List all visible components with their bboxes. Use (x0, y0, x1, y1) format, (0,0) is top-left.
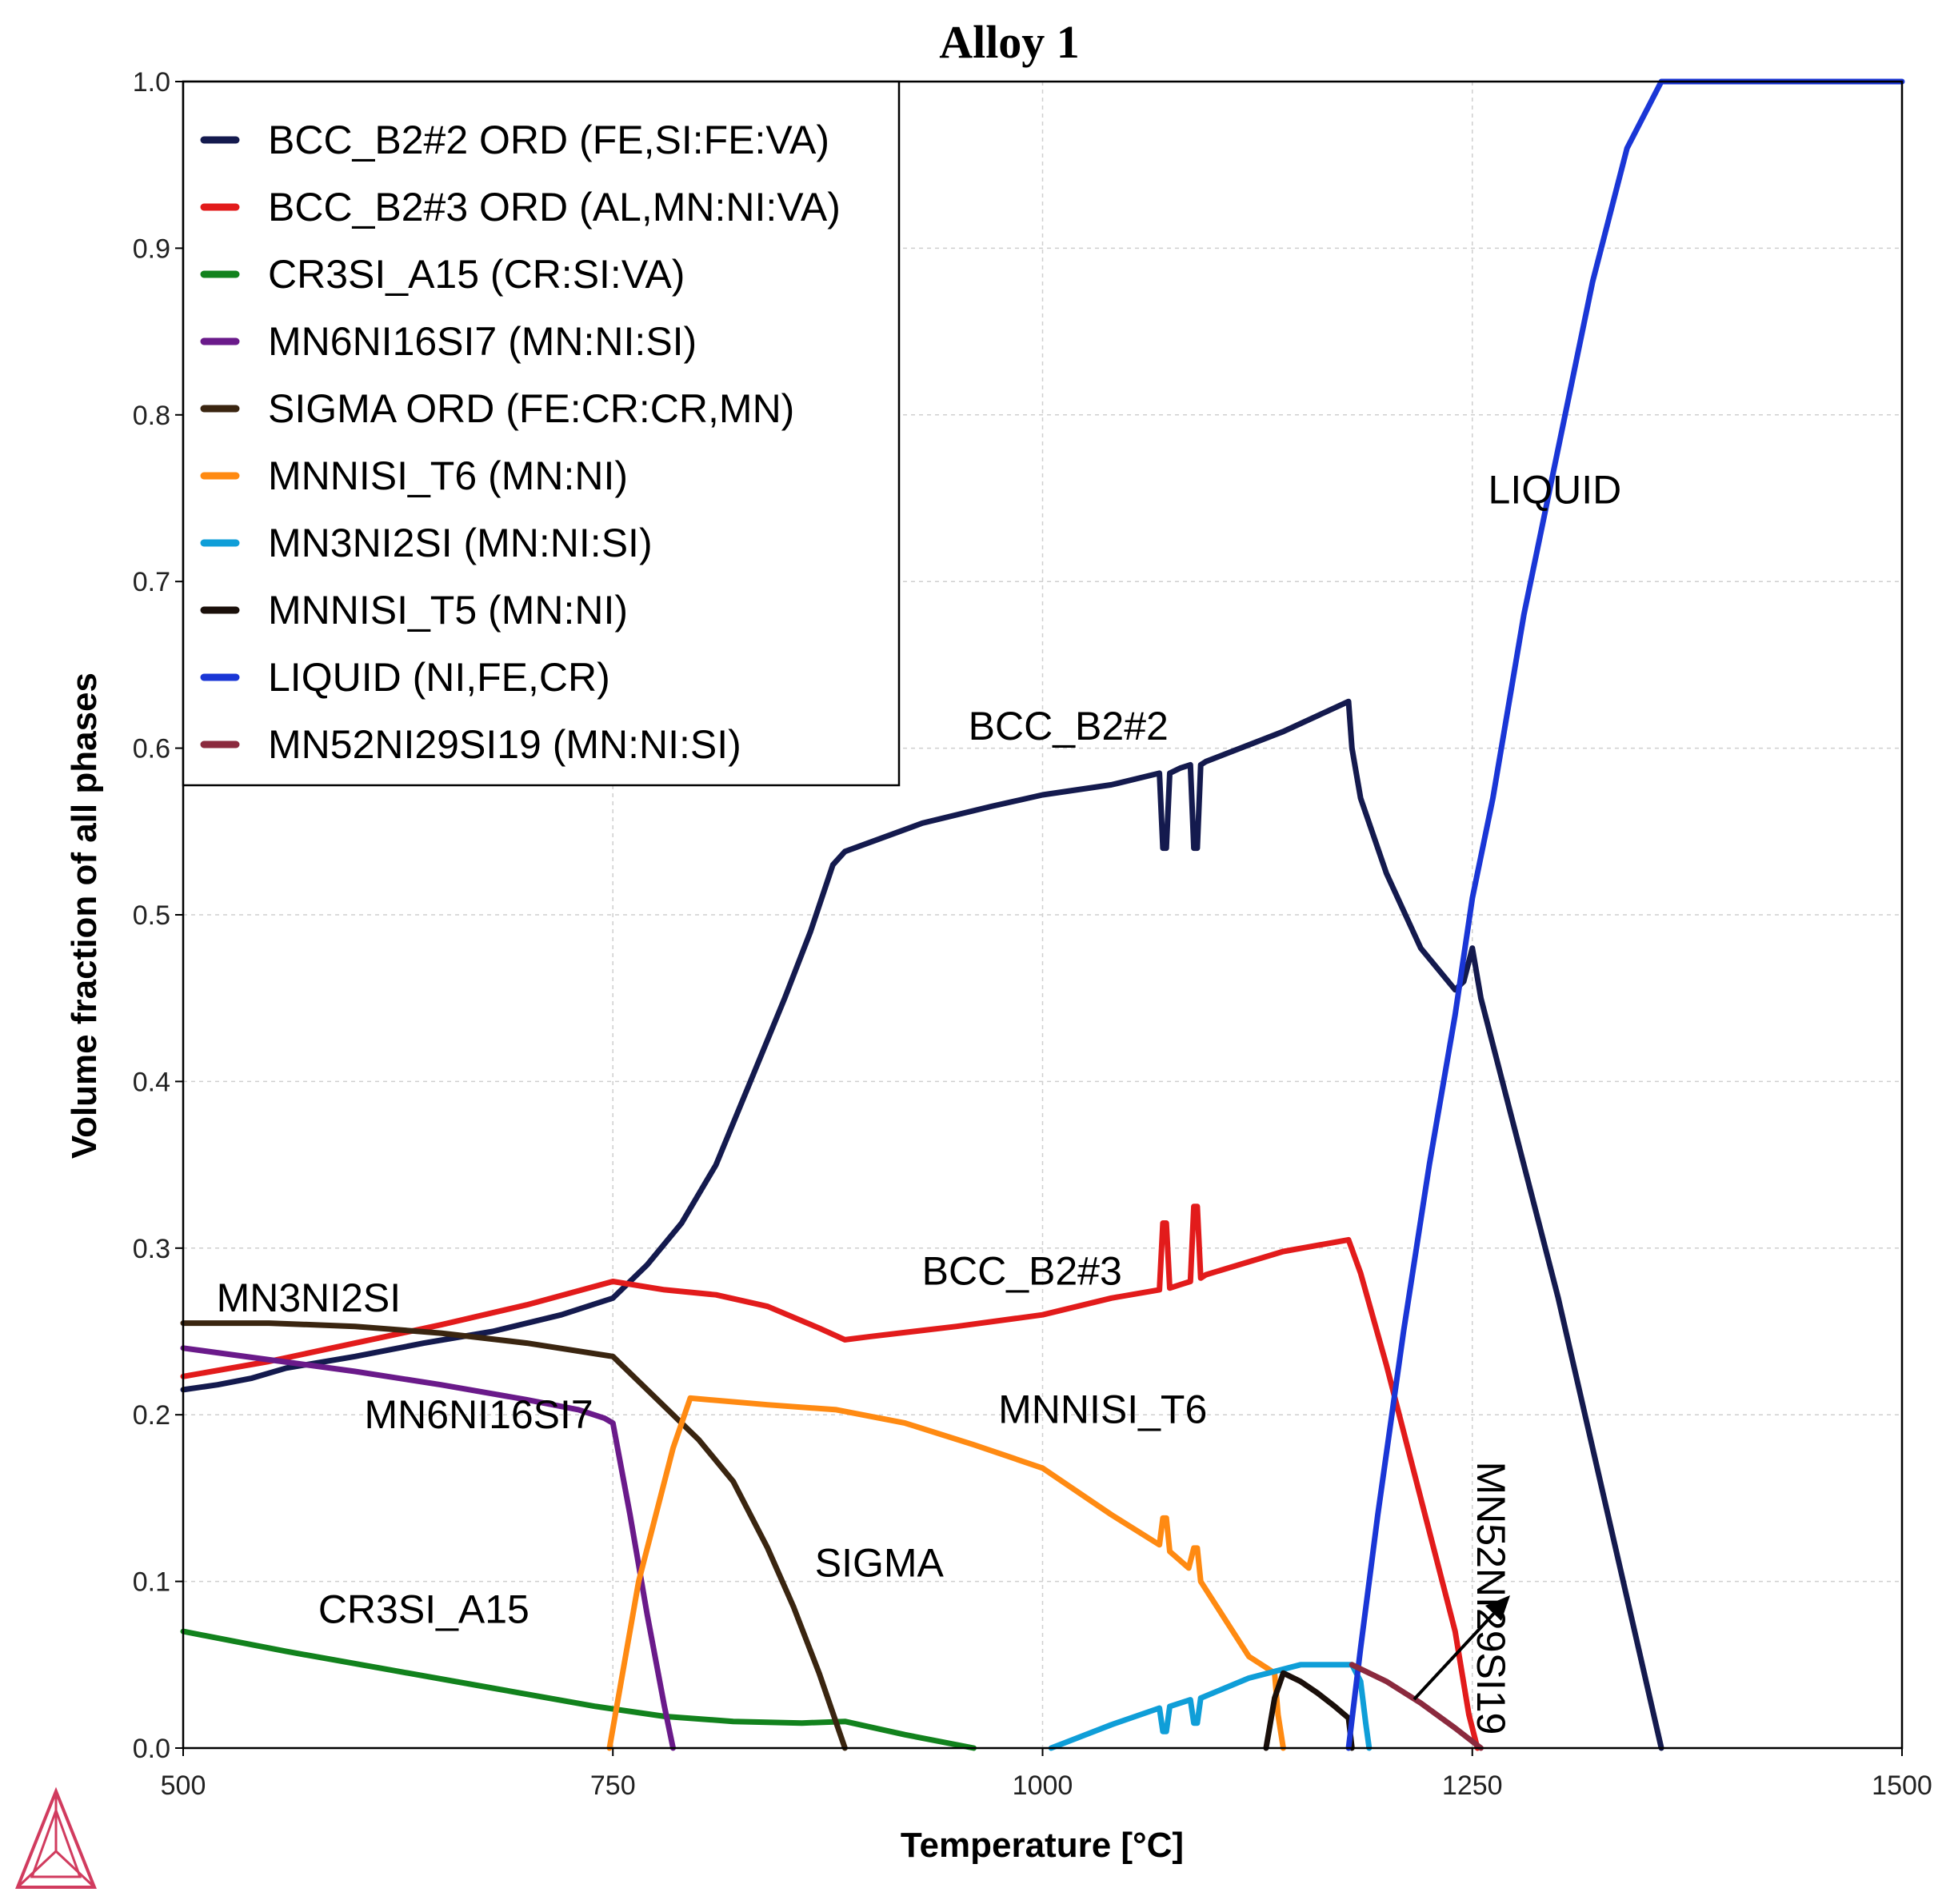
annotation-arrow (1413, 1607, 1500, 1701)
x-tick-label: 1500 (1872, 1770, 1932, 1801)
series-line (606, 1395, 1286, 1751)
annotation-arrowhead (1485, 1595, 1510, 1621)
series-line (180, 1345, 676, 1751)
legend-entry: LIQUID (NI,FE,CR) (268, 655, 610, 700)
series-line (180, 1203, 1480, 1751)
y-axis: 0.0 0.1 0.2 0.3 0.4 0.5 0.6 0.7 0.8 0.9 1.0 (133, 67, 183, 1764)
legend-entry: SIGMA ORD (FE:CR:CR,MN) (268, 386, 794, 431)
annotation-label: LIQUID (1488, 467, 1622, 512)
series-line (180, 1628, 977, 1751)
y-tick-label: 0.4 (133, 1067, 170, 1097)
series-line (1263, 1670, 1355, 1751)
x-tick-label: 750 (590, 1770, 636, 1801)
y-tick-label: 0.0 (133, 1734, 170, 1764)
legend-entry: CR3SI_A15 (CR:SI:VA) (268, 252, 685, 297)
annotation-label: MN6NI16SI7 (365, 1392, 593, 1437)
legend-entry: MNNISI_T6 (MN:NI) (268, 453, 628, 498)
series-layer (180, 78, 1905, 1751)
y-tick-label: 0.8 (133, 401, 170, 431)
x-axis: 500 750 1000 1250 1500 (161, 1748, 1932, 1801)
y-tick-label: 1.0 (133, 67, 170, 98)
y-tick-label: 0.6 (133, 734, 170, 764)
chart-title: Alloy 1 (939, 16, 1080, 68)
x-tick-label: 1250 (1442, 1770, 1503, 1801)
y-axis-title: Volume fraction of all phases (65, 673, 104, 1159)
annotation-label: MNNISI_T6 (998, 1387, 1207, 1432)
annotation-label: BCC_B2#3 (922, 1249, 1122, 1294)
series-line (1349, 1662, 1484, 1751)
series-line (180, 1320, 848, 1751)
legend-entry: MN6NI16SI7 (MN:NI:SI) (268, 319, 697, 364)
y-tick-label: 0.1 (133, 1567, 170, 1598)
thermo-calc-logo (15, 1786, 97, 1889)
annotation-label: SIGMA (815, 1540, 945, 1585)
legend-entry: BCC_B2#2 ORD (FE,SI:FE:VA) (268, 118, 829, 162)
legend-entry: BCC_B2#3 ORD (AL,MN:NI:VA) (268, 185, 841, 230)
x-tick-label: 500 (161, 1770, 206, 1801)
series-line (1048, 1662, 1373, 1751)
x-axis-title: Temperature [°C] (901, 1826, 1184, 1865)
annotation-label: MN3NI2SI (217, 1275, 402, 1320)
legend-entry: MNNISI_T5 (MN:NI) (268, 588, 628, 633)
y-tick-label: 0.5 (133, 900, 170, 931)
x-tick-label: 1000 (1013, 1770, 1073, 1801)
legend: BCC_B2#2 ORD (FE,SI:FE:VA) BCC_B2#3 ORD (… (182, 80, 901, 787)
legend-entry: MN52NI29SI19 (MN:NI:SI) (268, 722, 741, 767)
series-line (1345, 78, 1905, 1751)
y-tick-label: 0.2 (133, 1400, 170, 1431)
annotations: BCC_B2#2 BCC_B2#3 MN3NI2SI MN6NI16SI7 MNNISI… (217, 467, 1622, 1734)
y-tick-label: 0.9 (133, 234, 170, 264)
annotation-label: BCC_B2#2 (969, 704, 1169, 748)
legend-entry: MN3NI2SI (MN:NI:SI) (268, 521, 653, 565)
legend-box (182, 80, 901, 787)
series-line (180, 698, 1664, 1751)
y-tick-label: 0.7 (133, 567, 170, 597)
annotation-label: CR3SI_A15 (318, 1587, 529, 1632)
y-tick-label: 0.3 (133, 1234, 170, 1264)
